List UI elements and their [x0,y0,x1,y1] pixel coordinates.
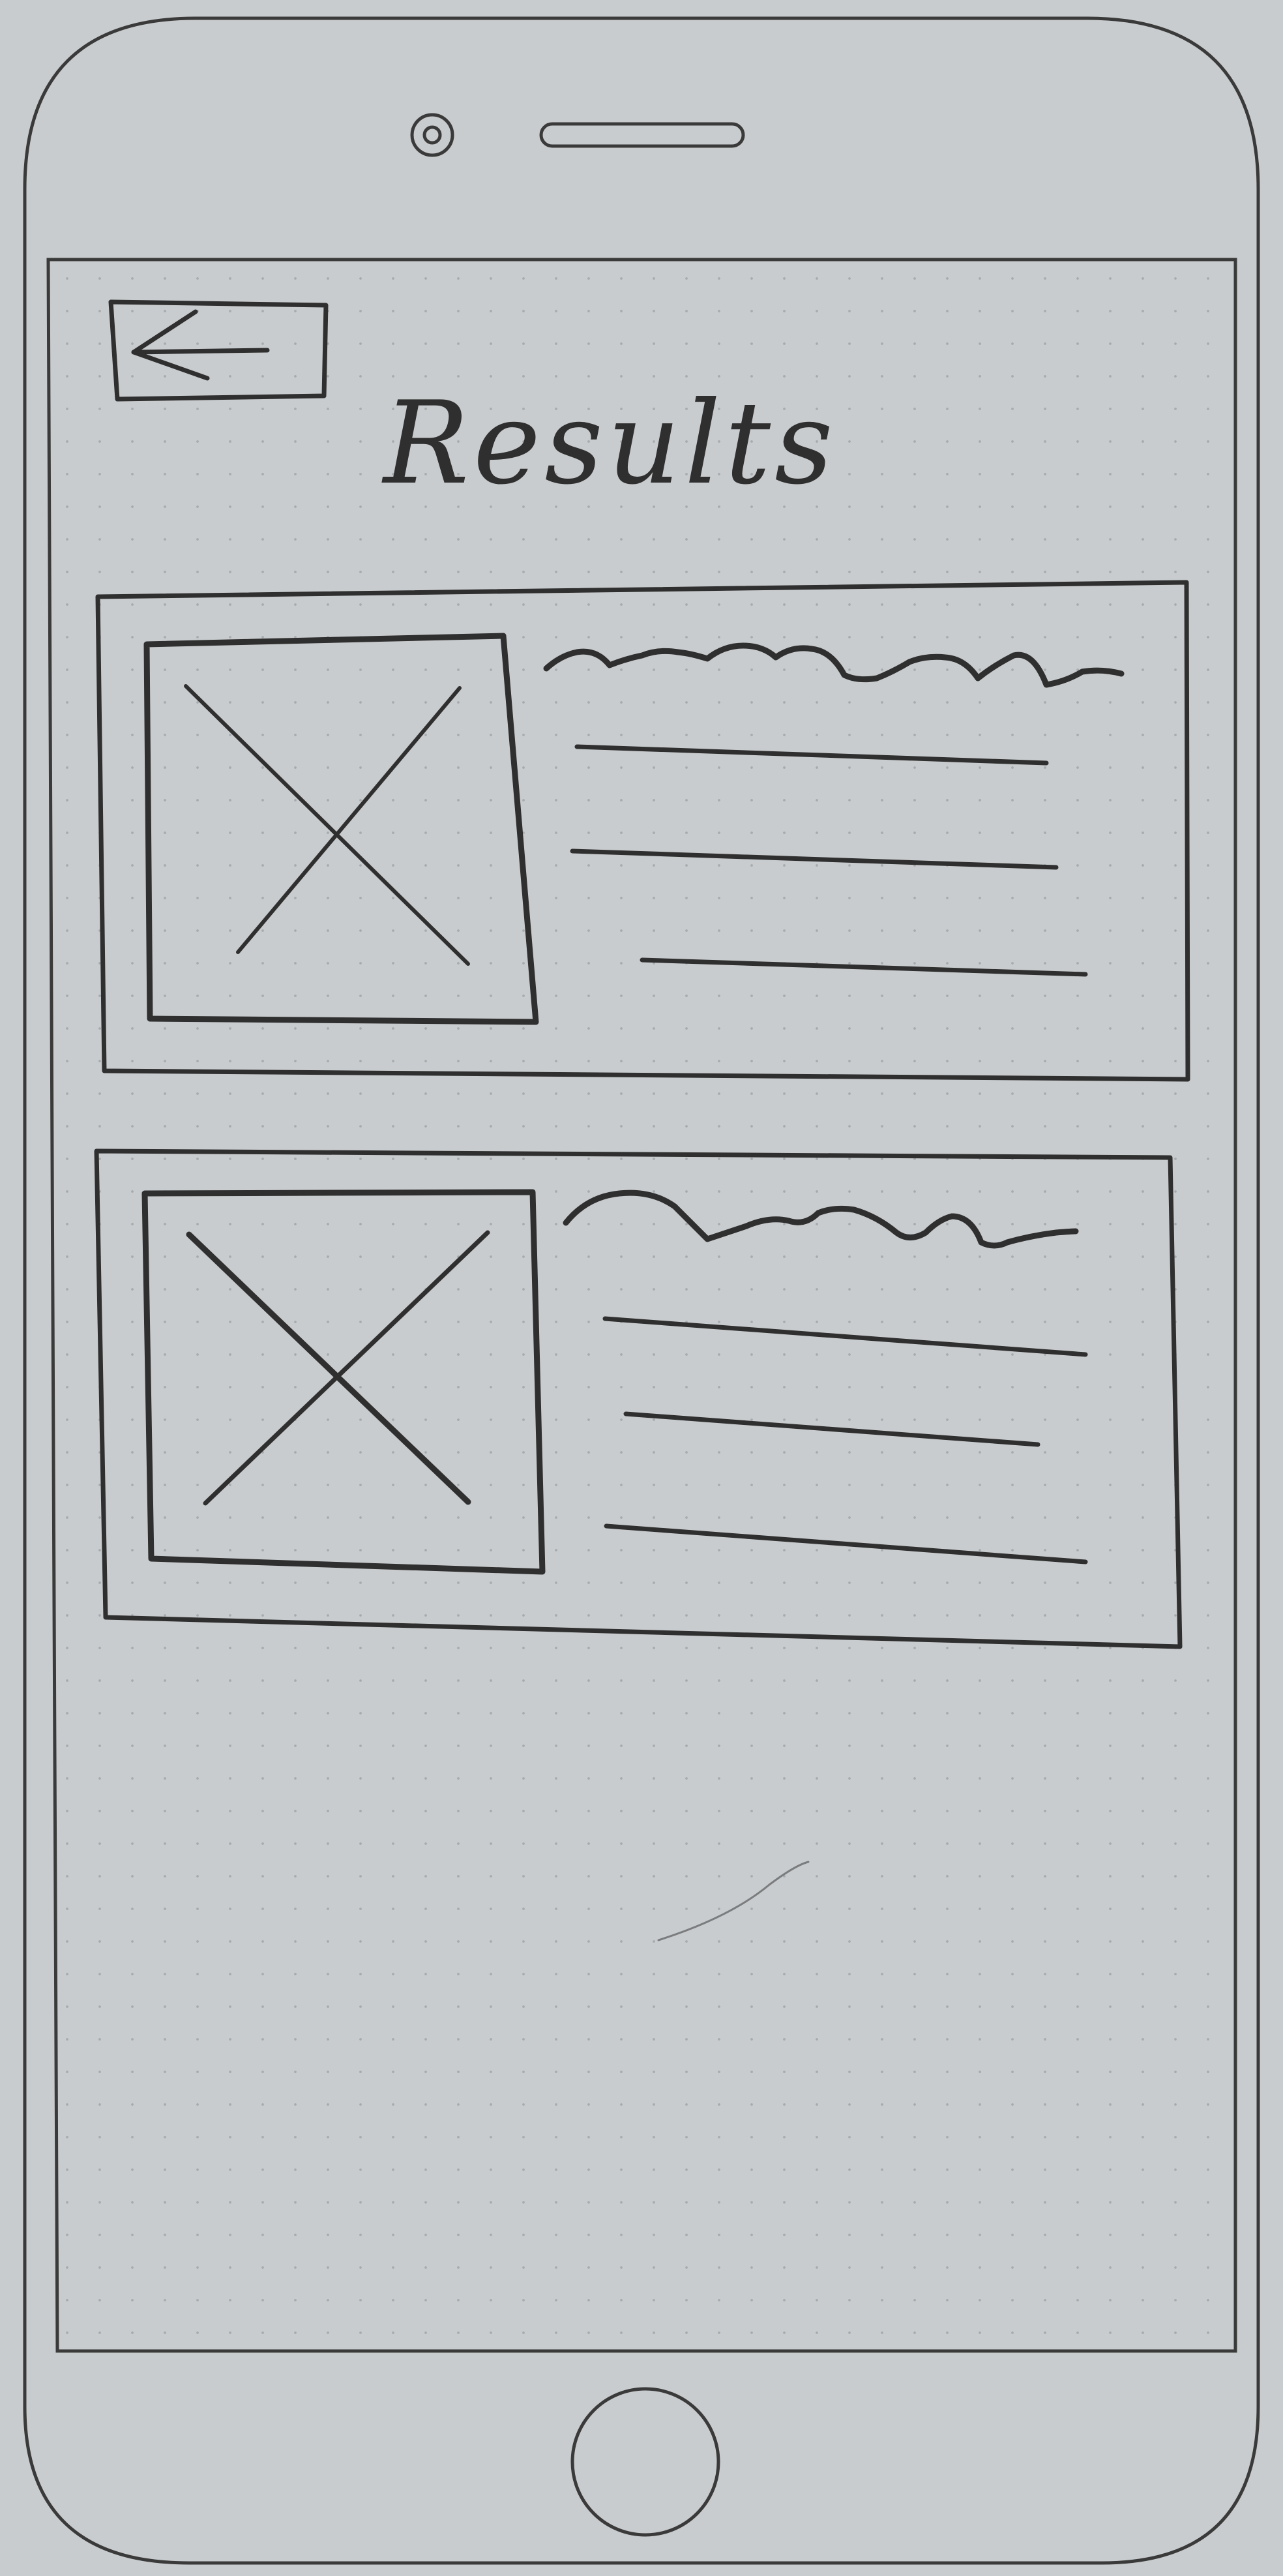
result-text-line [602,1316,1088,1357]
back-button-frame [108,299,329,402]
result-text-line [640,957,1088,977]
home-button-icon[interactable] [570,2387,720,2537]
device-outer-edge [23,16,1260,2565]
result-title-scribble [543,642,1125,688]
result-title-scribble [563,1190,1079,1249]
result-card-frame [94,1148,1183,1649]
device-screen [46,258,1237,2353]
result-text-line [604,1523,1088,1565]
page-title: Results [381,378,837,510]
camera-icon [410,113,454,157]
speaker-icon [539,122,745,148]
dot-grid-paper [51,262,1235,2349]
result-text-line [574,744,1049,766]
arrow-left-icon [131,309,270,381]
back-button[interactable] [108,299,329,402]
result-card-frame [95,580,1190,1082]
result-text-line [570,848,1059,870]
result-card[interactable] [94,1148,1183,1649]
stray-pencil-mark [657,1861,810,1941]
image-placeholder-icon [141,1189,546,1575]
device-frame [23,16,1260,2565]
image-placeholder-icon [143,633,539,1025]
result-card[interactable] [95,580,1190,1082]
result-text-line [623,1411,1040,1447]
